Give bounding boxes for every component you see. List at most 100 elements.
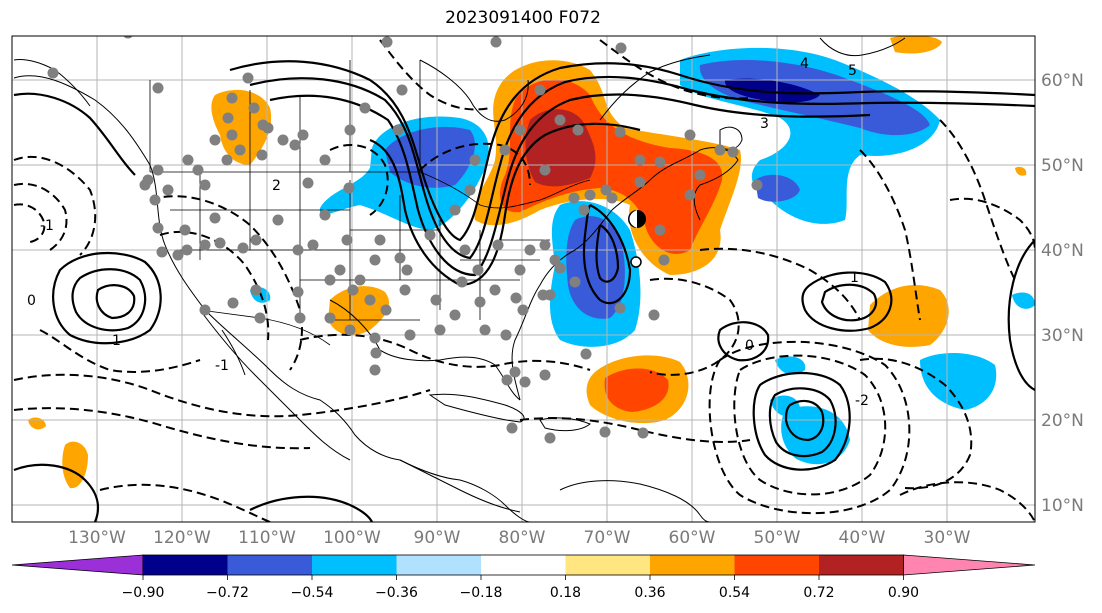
dashed-mid-left [39,329,201,373]
station-dot [142,174,154,186]
station-dot [615,42,627,54]
station-dot [392,124,404,136]
station-dot [152,222,164,234]
colorbar-segment [396,555,481,575]
coastline-greenland [819,37,906,57]
contour-label: 1 [850,270,859,286]
contour-atlantic-high-2 [820,283,878,322]
contour-east-right [1007,239,1035,391]
contour-ridge-4 [369,122,641,287]
station-dot [654,156,666,168]
dashed-lower-right [899,481,1035,522]
station-dot [341,234,353,246]
contour-east-low-2 [595,224,620,283]
shade-orange-eastern [1015,166,1027,176]
lon-label: 70°W [584,528,631,548]
dashed-lakes [329,144,389,216]
station-dot [152,82,164,94]
station-dot [534,84,546,96]
contour-label: 4 [800,56,809,72]
colorbar-tick-label: −0.54 [291,585,334,601]
contour-tropical-low-2 [768,387,837,458]
station-dot [472,264,484,276]
shade-redorange-caribbean [604,368,669,412]
station-dot [242,72,254,84]
station-dot [297,129,309,141]
lon-label: 100°W [323,528,381,548]
station-dot [250,284,262,296]
dashed-contours [13,39,1035,522]
dashed-atlantic-4 [939,119,1016,281]
station-dot [199,239,211,251]
station-dot [634,176,646,188]
station-dot [539,239,551,251]
map-frame [11,35,1036,523]
coastline-central-america [399,459,531,522]
longitude-labels: 130°W 120°W 110°W 100°W 90°W 80°W 70°W 6… [68,528,971,548]
station-dot [209,134,221,146]
station-dot [181,244,193,256]
lat-label: 50°N [1041,156,1084,176]
station-dot [539,164,551,176]
station-dot [396,84,408,96]
colorbar-segment [227,555,312,575]
us-states-grid [170,172,550,321]
shade-blue-subtropical [775,356,806,375]
dashed-atlantic-3 [859,149,921,321]
station-dot [179,224,191,236]
lon-label: 30°W [924,528,971,548]
lat-label: 60°N [1041,71,1084,91]
station-dot [199,179,211,191]
dashed-north [379,39,491,111]
dashed-tropical-ring-2 [708,340,911,515]
station-dot [469,154,481,166]
station-dot [456,276,468,288]
colorbar-segment [819,555,904,575]
station-dot [302,177,314,189]
station-dot [449,309,461,321]
station-dot [294,312,306,324]
station-dot [449,204,461,216]
dashed-atlantic-2 [699,247,861,321]
station-dot [334,264,346,276]
station-dot [490,36,502,48]
coastline-south-america [559,480,711,522]
chart-title: 2023091400 F072 [445,8,601,28]
anomaly-shading [28,36,1035,489]
station-dot [584,189,596,201]
solid-contours [13,60,1035,522]
station-dot [192,164,204,176]
station-dot [684,189,696,201]
colorbar-tick-label: 0.18 [550,585,581,601]
station-dot [654,224,666,236]
station-dot [364,294,376,306]
colorbar-tick-label: 0.36 [634,585,665,601]
coastline-baja [221,329,246,376]
station-dot [554,114,566,126]
station-dot [614,302,626,314]
station-dot [254,312,266,324]
station-dot [714,144,726,156]
contour-pacific-high [52,251,162,345]
station-dot [424,229,436,241]
station-dot [514,124,526,136]
station-dot [600,184,612,196]
station-dot [292,286,304,298]
station-dot [658,254,670,266]
shade-bluedark-north-atlantic [724,78,820,103]
colorbar-tick-label: −0.18 [460,585,503,601]
station-dot [614,126,626,138]
station-dot [354,274,366,286]
contour-label: 0 [745,338,754,354]
station-dot [199,304,211,316]
shade-blue-tropical [781,406,850,465]
contour-label: 3 [760,116,769,132]
station-dot [568,192,580,204]
contour-label: -1 [40,218,54,234]
station-dot [214,237,226,249]
station-dot [430,294,442,306]
station-dot [648,309,660,321]
dashed-north-2 [599,39,751,100]
station-dot [509,366,521,378]
dashed-lower-left [99,483,271,522]
